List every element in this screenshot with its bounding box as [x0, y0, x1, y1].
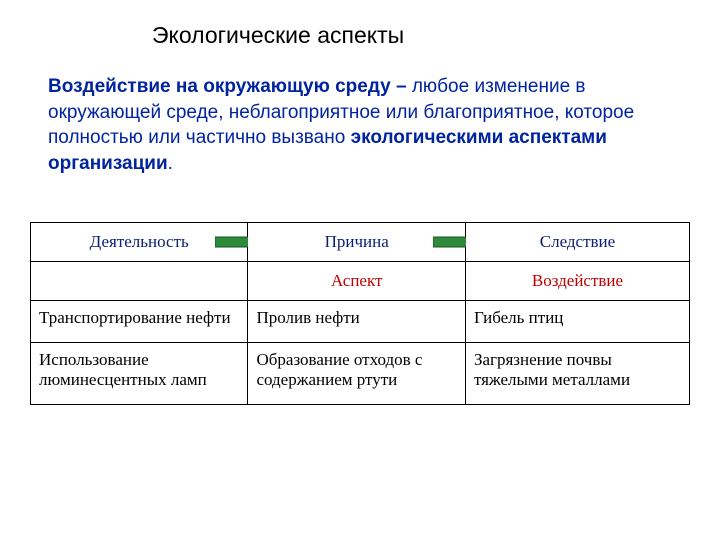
cell-activity: Использование люминесцентных ламп: [31, 343, 248, 405]
header-effect-label: Следствие: [540, 232, 615, 251]
header-activity: Деятельность: [31, 223, 248, 262]
header-aspect: Аспект: [248, 262, 465, 301]
cell-cause: Образование отходов с содержанием ртути: [248, 343, 465, 405]
table-row: Транспортирование нефти Пролив нефти Гиб…: [31, 301, 690, 343]
page-title: Экологические аспекты: [152, 22, 404, 49]
definition-period: .: [168, 153, 173, 174]
header-cause: Причина: [248, 223, 465, 262]
header-impact: Воздействие: [465, 262, 689, 301]
header-cause-label: Причина: [325, 232, 389, 251]
cell-activity: Транспортирование нефти: [31, 301, 248, 343]
header-effect: Следствие: [465, 223, 689, 262]
header-activity-label: Деятельность: [90, 232, 189, 251]
definition-lead: Воздействие на окружающую среду –: [48, 76, 412, 97]
cell-cause: Пролив нефти: [248, 301, 465, 343]
cell-effect: Гибель птиц: [465, 301, 689, 343]
table-header-row-2: Аспект Воздействие: [31, 262, 690, 301]
cell-effect: Загрязнение почвы тяжелыми металлами: [465, 343, 689, 405]
aspects-table-container: Деятельность Причина Следствие Аспект Во…: [30, 222, 690, 405]
aspects-table: Деятельность Причина Следствие Аспект Во…: [30, 222, 690, 405]
header-empty: [31, 262, 248, 301]
table-header-row-1: Деятельность Причина Следствие: [31, 223, 690, 262]
definition-paragraph: Воздействие на окружающую среду – любое …: [48, 74, 668, 177]
table-row: Использование люминесцентных ламп Образо…: [31, 343, 690, 405]
